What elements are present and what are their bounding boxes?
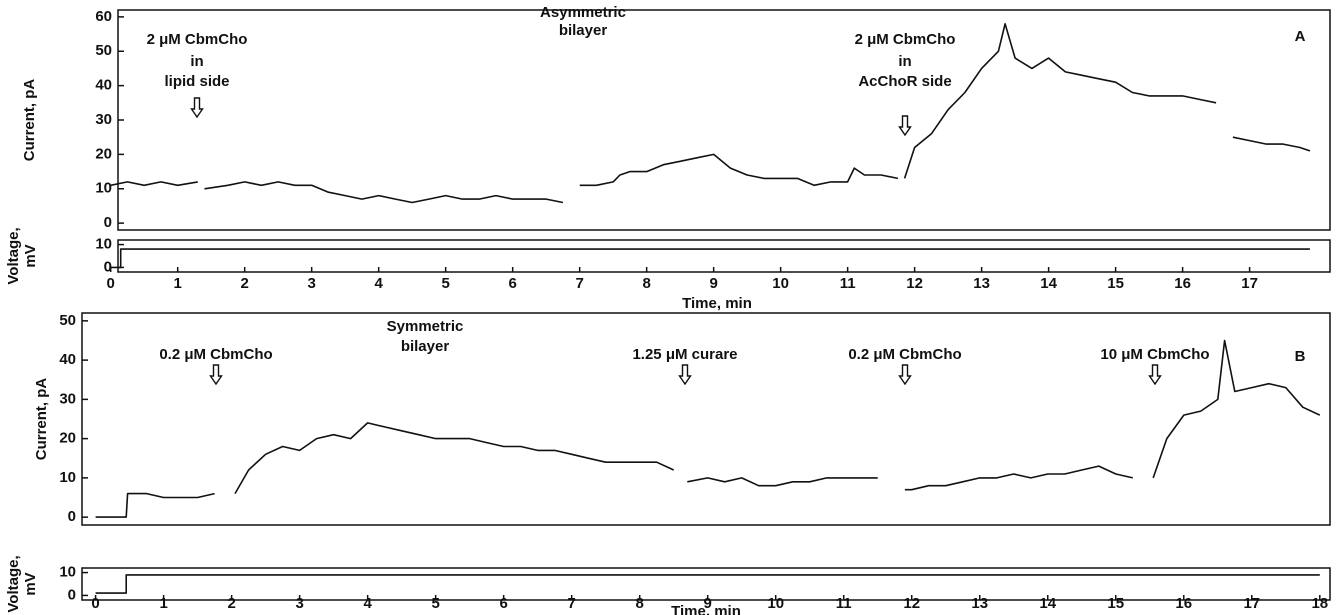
x-tick-label: 6 <box>508 275 516 292</box>
annotation: bilayer <box>401 338 450 355</box>
y-axis-label: mV <box>22 244 39 267</box>
y-axis-label: mV <box>22 572 39 595</box>
trace <box>95 574 1320 594</box>
x-tick-label: 7 <box>575 275 583 292</box>
y-tick-label: 40 <box>95 77 112 94</box>
y-tick-label: 40 <box>59 351 76 368</box>
x-tick-label: 10 <box>767 595 784 612</box>
plot-frame <box>117 9 1331 231</box>
annotation: lipid side <box>164 73 229 90</box>
annotation: Symmetric <box>387 318 464 335</box>
x-tick-label: 4 <box>363 595 372 612</box>
x-tick-label: 6 <box>499 595 507 612</box>
x-tick-label: 15 <box>1107 595 1124 612</box>
y-tick-label: 0 <box>104 258 112 275</box>
x-tick-label: 1 <box>174 275 182 292</box>
x-axis-label: Time, min <box>682 295 752 312</box>
y-tick-label: 60 <box>95 8 112 25</box>
x-tick-label: 5 <box>442 275 450 292</box>
y-tick-label: 10 <box>95 180 112 197</box>
annotation: 2 μM CbmCho <box>147 31 248 48</box>
x-tick-label: 9 <box>704 595 712 612</box>
x-tick-label: 0 <box>91 595 99 612</box>
x-tick-label: 13 <box>971 595 988 612</box>
annotation: 10 μM CbmCho <box>1100 346 1209 363</box>
trace <box>110 23 1311 204</box>
x-tick-label: 3 <box>295 595 303 612</box>
arrow <box>678 364 692 386</box>
arrow <box>1148 364 1162 386</box>
x-tick-label: 1 <box>159 595 167 612</box>
x-tick-label: 2 <box>241 275 249 292</box>
arrow <box>209 364 223 386</box>
x-tick-label: 14 <box>1039 595 1056 612</box>
annotation: AcChoR side <box>858 73 951 90</box>
y-tick-label: 0 <box>68 508 76 525</box>
x-tick-label: 11 <box>836 595 852 612</box>
x-tick-label: 14 <box>1040 275 1057 292</box>
y-tick-label: 0 <box>104 214 112 231</box>
x-tick-label: 16 <box>1175 595 1192 612</box>
annotation: in <box>190 53 203 70</box>
arrow <box>898 115 912 137</box>
y-axis-label: Voltage, <box>5 555 22 612</box>
y-tick-label: 0 <box>68 586 76 603</box>
x-tick-label: 8 <box>642 275 650 292</box>
x-tick-label: 12 <box>906 275 923 292</box>
x-tick-label: 9 <box>709 275 717 292</box>
x-tick-label: 3 <box>308 275 316 292</box>
x-tick-label: 4 <box>375 275 384 292</box>
arrow <box>898 364 912 386</box>
panel-label: B <box>1295 348 1306 365</box>
y-tick-label: 20 <box>59 430 76 447</box>
plot-frame <box>81 312 1331 526</box>
trace <box>95 339 1321 518</box>
x-tick-label: 13 <box>973 275 990 292</box>
x-tick-label: 17 <box>1243 595 1260 612</box>
x-axis-label: Time, min <box>671 603 741 615</box>
y-axis-label: Current, pA <box>33 378 50 461</box>
annotation: 2 μM CbmCho <box>855 31 956 48</box>
plot-frame <box>81 567 1331 601</box>
x-tick-label: 8 <box>636 595 644 612</box>
y-tick-label: 10 <box>95 236 112 253</box>
y-tick-label: 10 <box>59 564 76 581</box>
annotation: 0.2 μM CbmCho <box>159 346 272 363</box>
x-tick-label: 11 <box>840 275 856 292</box>
trace <box>110 248 1310 269</box>
x-tick-label: 17 <box>1241 275 1258 292</box>
x-tick-label: 15 <box>1107 275 1124 292</box>
y-tick-label: 50 <box>95 42 112 59</box>
x-tick-label: 16 <box>1174 275 1191 292</box>
x-tick-label: 12 <box>903 595 920 612</box>
annotation: bilayer <box>559 22 608 39</box>
y-tick-label: 50 <box>59 312 76 329</box>
x-tick-label: 18 <box>1311 595 1328 612</box>
plot-frame <box>117 239 1331 273</box>
x-tick-label: 7 <box>568 595 576 612</box>
arrow <box>190 97 204 119</box>
panel-label: A <box>1295 28 1306 45</box>
y-axis-label: Voltage, <box>5 227 22 284</box>
y-axis-label: Current, pA <box>21 79 38 162</box>
x-tick-label: 0 <box>107 275 115 292</box>
x-tick-label: 10 <box>772 275 789 292</box>
x-tick-label: 2 <box>227 595 235 612</box>
annotation: Asymmetric <box>540 4 626 21</box>
annotation: 1.25 μM curare <box>632 346 737 363</box>
x-tick-label: 5 <box>431 595 439 612</box>
annotation: in <box>898 53 911 70</box>
y-tick-label: 10 <box>59 469 76 486</box>
y-tick-label: 30 <box>95 111 112 128</box>
y-tick-label: 30 <box>59 390 76 407</box>
y-tick-label: 20 <box>95 145 112 162</box>
annotation: 0.2 μM CbmCho <box>848 346 961 363</box>
